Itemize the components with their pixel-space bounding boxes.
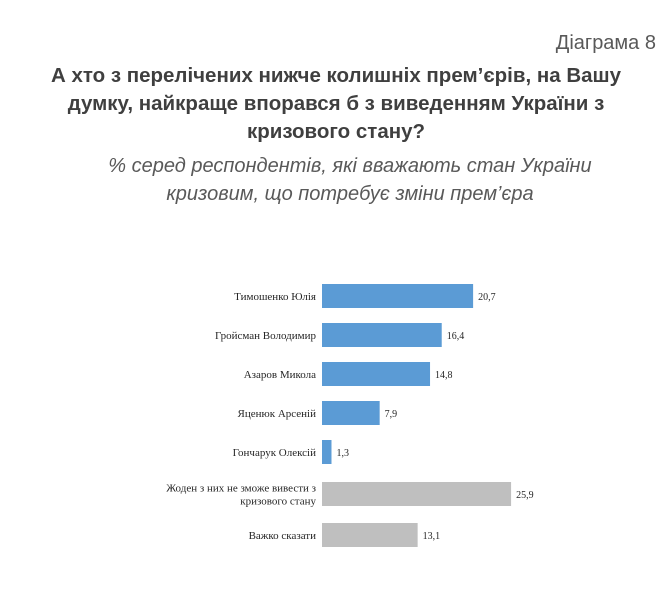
category-label-4: Гончарук Олексій (233, 447, 316, 459)
value-label-2: 14,8 (435, 370, 453, 381)
value-label-0: 20,7 (478, 292, 496, 303)
value-label-4: 1,3 (336, 448, 349, 459)
category-label-6: Важко сказати (249, 530, 317, 542)
figure-label: Діаграма 8 (555, 32, 656, 54)
bar-5 (322, 482, 512, 506)
bar-3 (322, 401, 380, 425)
category-label-2: Азаров Микола (244, 369, 316, 381)
value-label-3: 7,9 (385, 409, 398, 420)
chart-subtitle: % серед респондентів, які вважають стан … (108, 155, 592, 205)
category-label-0: Тимошенко Юлія (234, 291, 316, 303)
category-label-3: Яценюк Арсеній (238, 408, 317, 420)
category-label-1: Гройсман Володимир (215, 330, 317, 342)
bar-4 (322, 440, 332, 464)
bar-2 (322, 362, 431, 386)
value-label-6: 13,1 (423, 531, 441, 542)
bar-0 (322, 284, 474, 308)
category-label-5: Жоден з них не зможе вивести з кризового … (166, 483, 316, 508)
value-label-1: 16,4 (447, 331, 465, 342)
bar-1 (322, 323, 442, 347)
chart-title: А хто з перелічених нижче колишніх прем’… (50, 64, 622, 143)
bar-6 (322, 523, 418, 547)
value-label-5: 25,9 (516, 490, 534, 501)
